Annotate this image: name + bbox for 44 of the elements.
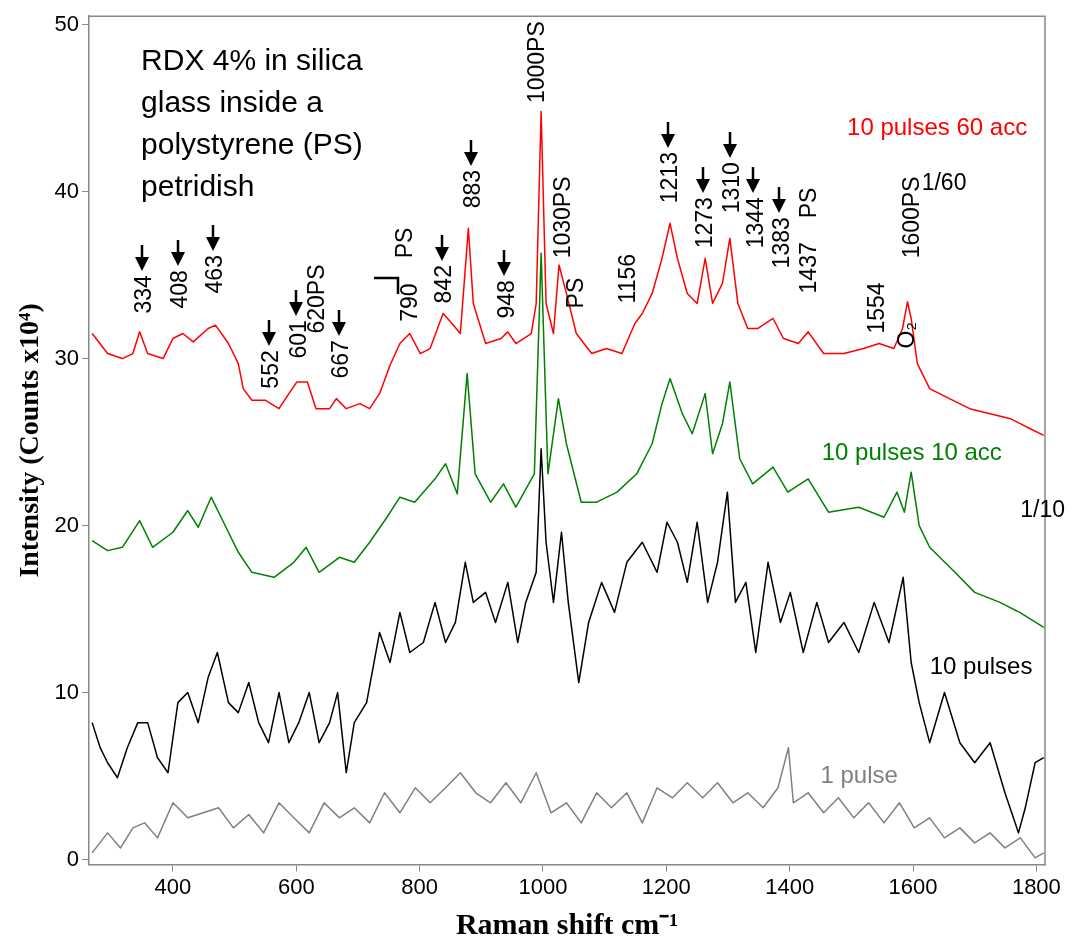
x-tick-label: 1000 [518, 873, 568, 899]
annotation: 552 [256, 350, 283, 389]
y-tick-label: 0 [66, 845, 80, 871]
y-axis-title: Intensity (Counts x10⁴) [13, 303, 45, 578]
y-tick-label: 20 [54, 511, 80, 537]
annotation: PS [390, 227, 417, 259]
series-label: 10 pulses [929, 652, 1033, 680]
annotation: 1437 [795, 242, 822, 294]
x-tick-label: 1200 [641, 873, 691, 899]
x-axis-title: Raman shift cm⁻¹ [455, 906, 679, 940]
x-tick-label: 1400 [765, 873, 815, 899]
annotation: 1000PS [523, 21, 550, 104]
annotation: 948 [492, 280, 519, 319]
series-label: 10 pulses 10 acc [821, 438, 1002, 466]
annotation: 790 [395, 283, 422, 322]
annotation: PS [561, 277, 588, 309]
text: 10 pulses 60 acc [847, 112, 1028, 140]
annotation: 1030PS [548, 176, 575, 259]
annotation: 1273 [691, 197, 718, 249]
annotation: 1213 [655, 152, 682, 204]
annotation: 463 [200, 255, 227, 294]
y-tick-label: 50 [54, 10, 80, 36]
annotation: 1/10 [1020, 495, 1066, 522]
y-tick-label: 40 [54, 177, 80, 203]
annotation: 883 [459, 169, 486, 209]
x-tick-label: 600 [277, 873, 315, 899]
y-tick-label: 30 [54, 344, 80, 370]
annotation: O₂ [893, 321, 920, 349]
annotation: PS [795, 187, 822, 219]
x-tick-label: 400 [154, 873, 192, 899]
annotation: 1156 [614, 253, 641, 304]
x-tick-label: 1600 [888, 873, 938, 899]
text: RDX 4% in silica glass inside a polystyrene (PS) petridish [141, 43, 364, 203]
annotation: 1/60 [921, 168, 967, 195]
annotation: 842 [430, 265, 457, 304]
annotation: 334 [129, 274, 156, 314]
x-tick-label: 800 [401, 873, 438, 899]
x-tick-label: 1800 [1011, 873, 1061, 899]
y-tick-label: 10 [54, 678, 80, 704]
annotation: 667 [327, 340, 354, 379]
series-label: 1 pulse [820, 760, 898, 788]
annotation: 1554 [863, 282, 890, 334]
annotation: 1383 [767, 217, 794, 269]
annotation: 408 [166, 270, 193, 309]
